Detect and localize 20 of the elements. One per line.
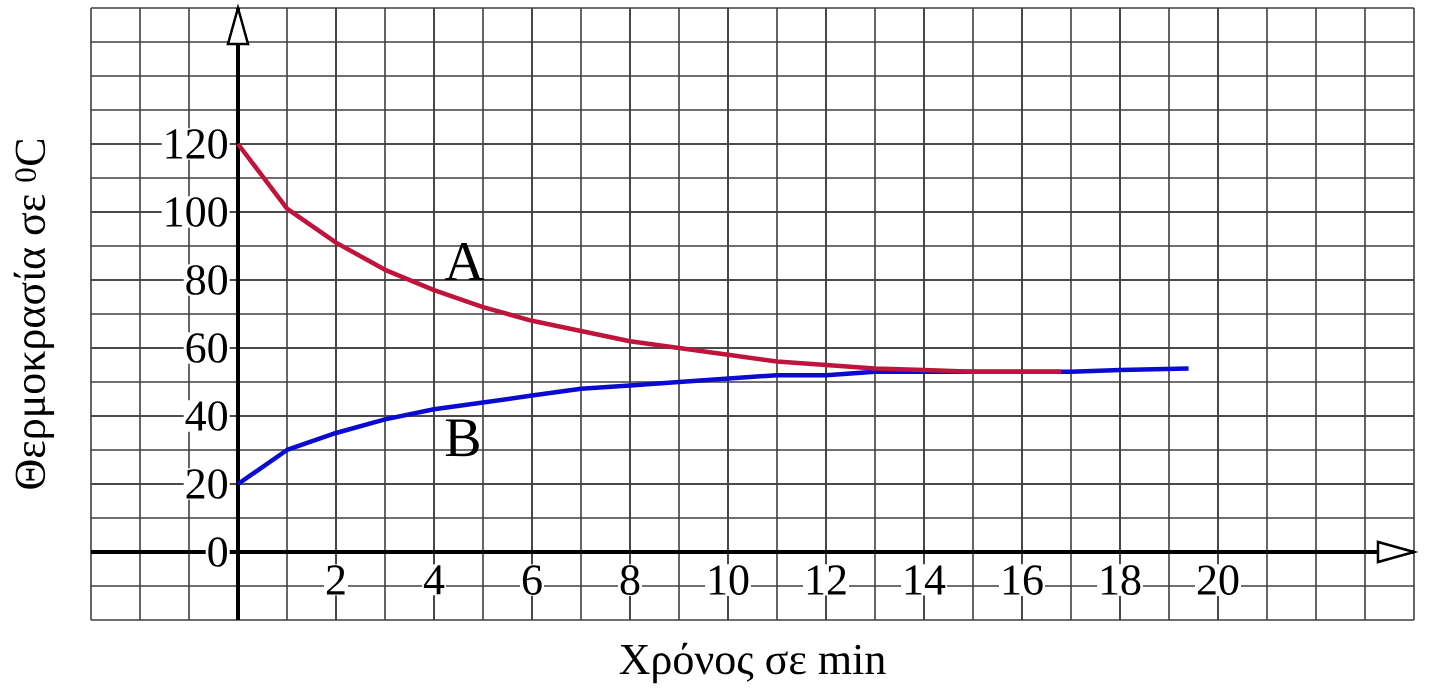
y-axis-title: Θερμοκρασία σε $^{0}$C — [13, 139, 55, 489]
x-tick-label: 2 — [326, 565, 345, 595]
x-tick-label: 16 — [1003, 565, 1043, 595]
y-tick-label: 120 — [166, 129, 227, 159]
y-tick-label: 60 — [186, 333, 227, 363]
y-tick-label: 40 — [185, 401, 227, 431]
x-tick-label: 4 — [423, 565, 445, 595]
series-label: B — [445, 419, 479, 457]
y-tick-label: 0 — [208, 537, 227, 567]
y-tick-label: 80 — [186, 265, 227, 295]
x-tick-label: 10 — [709, 565, 749, 596]
x-tick-label: 8 — [620, 565, 640, 596]
x-tick-label: 12 — [807, 565, 846, 595]
y-tick-label: 20 — [186, 469, 227, 499]
y-tick-label: 100 — [166, 197, 227, 227]
x-tick-label: 18 — [1101, 565, 1141, 596]
x-tick-label: 6 — [522, 565, 542, 595]
x-tick-label: 14 — [905, 565, 946, 595]
x-tick-label: 20 — [1197, 565, 1239, 596]
x-axis-title: Χρόνος σε min — [619, 642, 886, 684]
